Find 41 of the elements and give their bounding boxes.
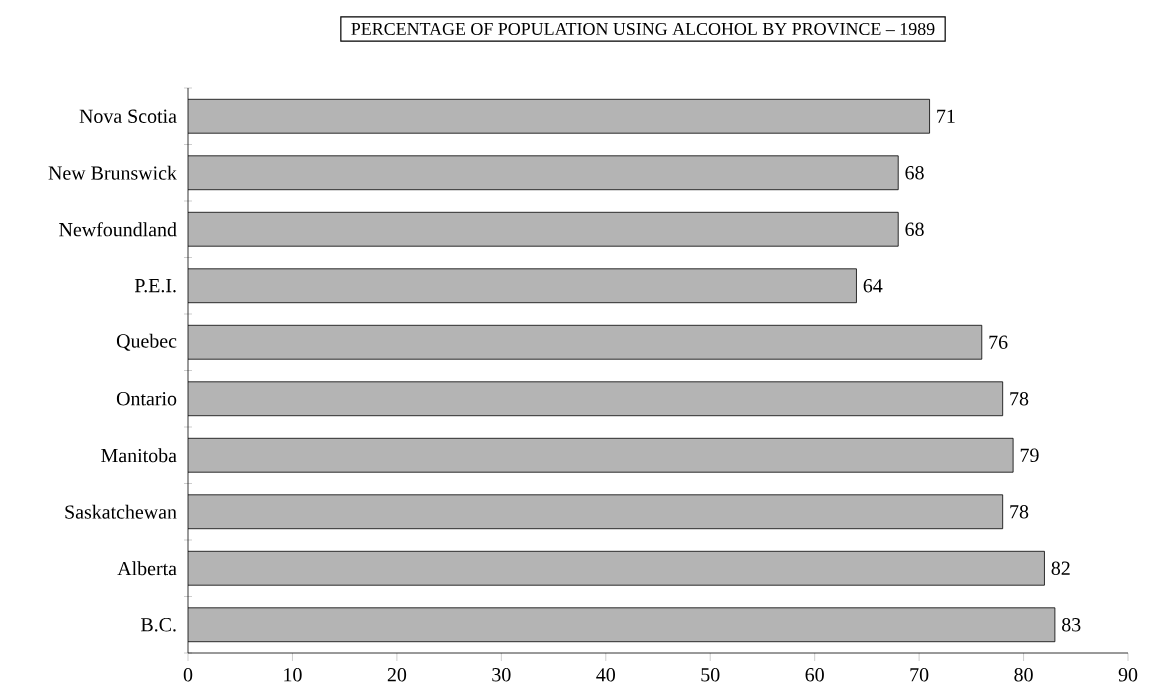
chart-title: PERCENTAGE OF POPULATION USING ALCOHOL BY PROVINCE – 1989	[351, 22, 935, 36]
data-label: 64	[863, 279, 883, 293]
bar	[188, 211, 899, 247]
data-label: 82	[1051, 561, 1070, 575]
data-label: 68	[905, 222, 924, 236]
data-label: 76	[989, 335, 1008, 349]
y-tick-label: Quebec	[116, 333, 177, 351]
bar	[188, 268, 857, 304]
bar	[188, 437, 1014, 473]
y-tick-label: Manitoba	[101, 448, 177, 463]
y-tick-label: Saskatchewan	[65, 504, 177, 519]
bar	[188, 98, 930, 134]
y-tick-label: New Brunswick	[48, 165, 177, 180]
x-tick-label: 40	[596, 667, 616, 682]
x-tick-label: 0	[183, 667, 193, 682]
data-label: 78	[1010, 391, 1029, 406]
data-label: 71	[937, 109, 955, 123]
y-tick-label: Ontario	[116, 392, 177, 406]
bar	[188, 607, 1056, 643]
x-tick-label: 20	[387, 667, 407, 682]
x-tick-label: 30	[492, 667, 511, 682]
x-tick-label: 60	[805, 667, 824, 682]
bar	[188, 550, 1045, 586]
y-tick-label: Newfoundland	[59, 222, 177, 237]
x-tick-label: 80	[1014, 667, 1033, 682]
bar	[188, 324, 983, 360]
x-tick-label: 70	[910, 667, 929, 682]
x-tick-label: 10	[284, 667, 302, 682]
y-tick-label: P.E.I.	[134, 279, 176, 293]
data-label: 83	[1062, 617, 1081, 632]
bar	[188, 381, 1004, 417]
data-label: 68	[905, 165, 924, 180]
bar	[188, 155, 899, 191]
bar	[188, 494, 1004, 530]
y-tick-label: Nova Scotia	[79, 109, 177, 123]
y-tick-label: B.C.	[140, 617, 176, 632]
data-label: 78	[1010, 504, 1029, 519]
data-label: 79	[1020, 448, 1039, 462]
y-tick-label: Alberta	[117, 561, 177, 576]
x-tick-label: 90	[1118, 667, 1138, 682]
x-tick-label: 50	[701, 667, 720, 682]
